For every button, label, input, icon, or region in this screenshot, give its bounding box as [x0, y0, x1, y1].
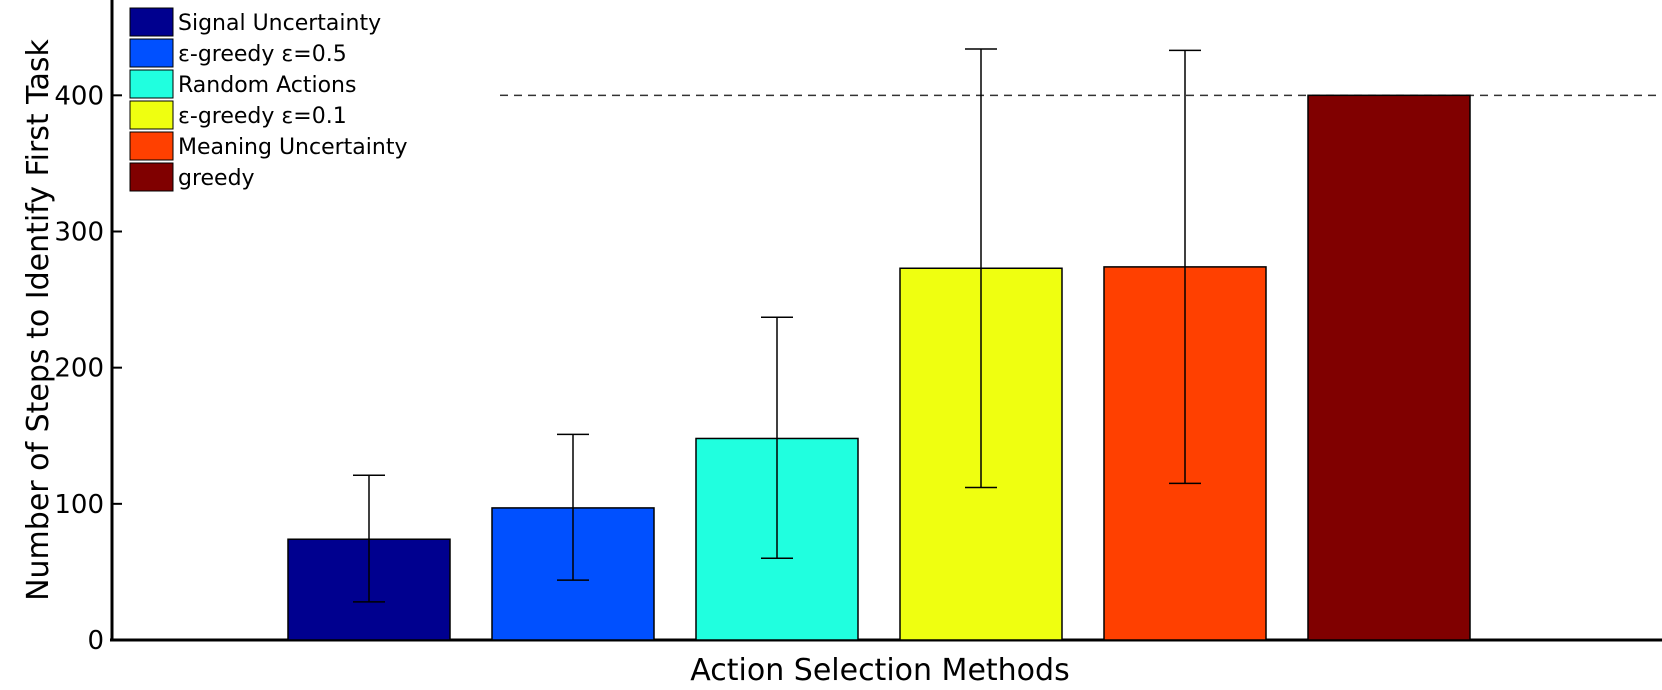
legend-label: ε-greedy ε=0.5	[178, 42, 347, 67]
legend-label: ε-greedy ε=0.1	[178, 104, 347, 129]
error-bars	[353, 48, 1201, 603]
legend-swatch	[129, 131, 174, 161]
legend-label: Random Actions	[178, 73, 356, 98]
bars	[287, 94, 1471, 641]
legend-swatch	[129, 7, 174, 37]
y-tick-label: 200	[54, 354, 104, 384]
y-tick-label: 100	[54, 490, 104, 520]
legend-swatch	[129, 38, 174, 68]
y-tick-label: 400	[54, 81, 104, 111]
y-ticks: 0 100 200 300 400	[54, 81, 122, 656]
legend-swatch	[129, 100, 174, 130]
legend-label: greedy	[178, 166, 255, 191]
legend-label: Meaning Uncertainty	[178, 135, 408, 160]
legend-swatch	[129, 69, 174, 99]
x-axis-title: Action Selection Methods	[690, 653, 1069, 688]
legend: Signal Uncertainty ε-greedy ε=0.5 Random A…	[129, 7, 408, 192]
legend-swatch	[129, 162, 174, 192]
bar	[1307, 94, 1471, 641]
y-tick-label: 300	[54, 217, 104, 247]
y-axis-title: Number of Steps to Identify First Task	[21, 38, 56, 600]
legend-label: Signal Uncertainty	[178, 11, 381, 36]
y-tick-label: 0	[87, 626, 104, 656]
